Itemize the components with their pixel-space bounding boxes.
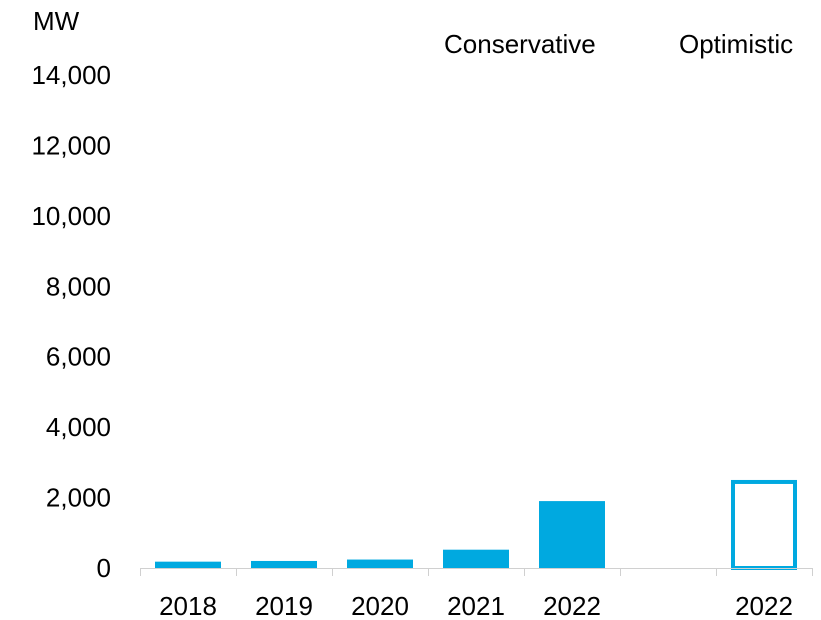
x-tick-label: 2021 [447, 591, 505, 620]
y-axis-label: MW [33, 6, 80, 36]
y-axis-ticks: 0 2,000 4,000 6,000 8,000 10,000 12,000 14,000 [31, 60, 111, 583]
bar-2018 [155, 561, 221, 568]
x-axis [140, 568, 813, 576]
y-tick-label: 10,000 [31, 201, 111, 231]
annotation-optimistic: Optimistic [679, 29, 793, 59]
y-tick-label: 12,000 [31, 130, 111, 160]
x-tick-label: 2022 [543, 591, 601, 620]
y-tick-label: 6,000 [46, 342, 111, 372]
x-tick-label: 2018 [159, 591, 217, 620]
bar-2022-optimistic [731, 479, 797, 571]
y-tick-label: 14,000 [31, 60, 111, 90]
y-tick-label: 2,000 [46, 483, 111, 513]
bar-2019 [251, 560, 317, 568]
bars [155, 479, 797, 571]
bar-2021 [443, 549, 509, 568]
x-axis-ticks: 2018 2019 2020 2021 2022 2022 [159, 591, 793, 620]
bar-2022 [539, 501, 605, 568]
annotation-conservative: Conservative [444, 29, 596, 59]
x-tick-label: 2022 [735, 591, 793, 620]
x-tick-label: 2019 [255, 591, 313, 620]
y-tick-label: 4,000 [46, 412, 111, 442]
y-tick-label: 8,000 [46, 271, 111, 301]
bar-2020 [347, 559, 413, 568]
x-tick-label: 2020 [351, 591, 409, 620]
y-tick-label: 0 [97, 553, 111, 583]
